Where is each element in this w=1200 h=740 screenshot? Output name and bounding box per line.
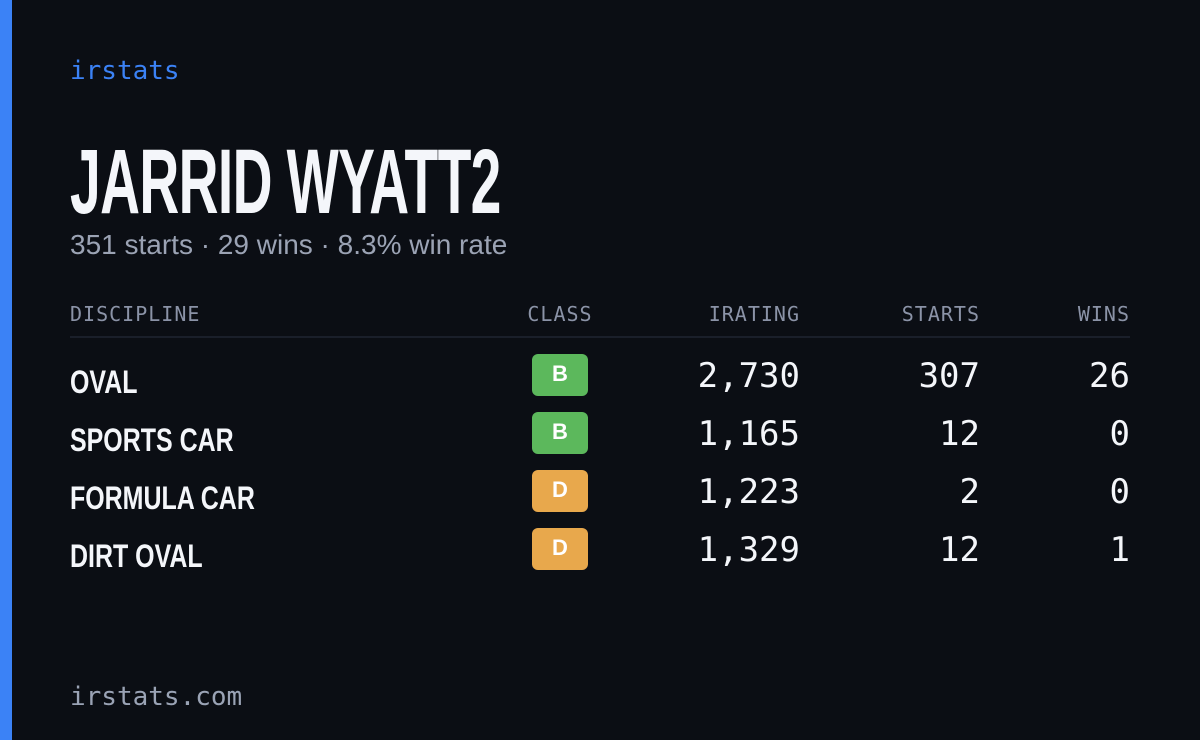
- starts: 12: [939, 530, 980, 570]
- discipline: OVAL: [70, 364, 138, 400]
- irating: 1,165: [697, 414, 800, 454]
- wins: 1: [1109, 530, 1130, 570]
- discipline: DIRT OVAL: [70, 538, 203, 574]
- divider: [70, 336, 1130, 338]
- class-badge: D: [532, 470, 588, 512]
- wins: 0: [1109, 472, 1130, 512]
- wins: 26: [1089, 356, 1130, 396]
- irating: 1,223: [697, 472, 800, 512]
- title: JARRID WYATT2: [70, 131, 501, 233]
- class-badge: B: [532, 412, 588, 454]
- footer: irstats.com: [70, 682, 243, 712]
- starts: 2: [959, 472, 980, 512]
- brand: irstats: [70, 56, 180, 86]
- starts: 307: [918, 356, 980, 396]
- column-header: WINS: [1077, 302, 1130, 326]
- column-header: CLASS: [527, 302, 593, 326]
- class-badge: D: [532, 528, 588, 570]
- wins: 0: [1109, 414, 1130, 454]
- class-badge: B: [532, 354, 588, 396]
- column-header: DISCIPLINE: [70, 302, 201, 326]
- irating: 2,730: [697, 356, 800, 396]
- column-header: IRATING: [708, 302, 800, 326]
- irating: 1,329: [697, 530, 800, 570]
- starts: 12: [939, 414, 980, 454]
- discipline: FORMULA CAR: [70, 480, 255, 516]
- accent-bar: [0, 0, 12, 740]
- subtitle: 351 starts · 29 wins · 8.3% win rate: [70, 229, 508, 260]
- discipline: SPORTS CAR: [70, 422, 234, 458]
- column-header: STARTS: [901, 302, 980, 326]
